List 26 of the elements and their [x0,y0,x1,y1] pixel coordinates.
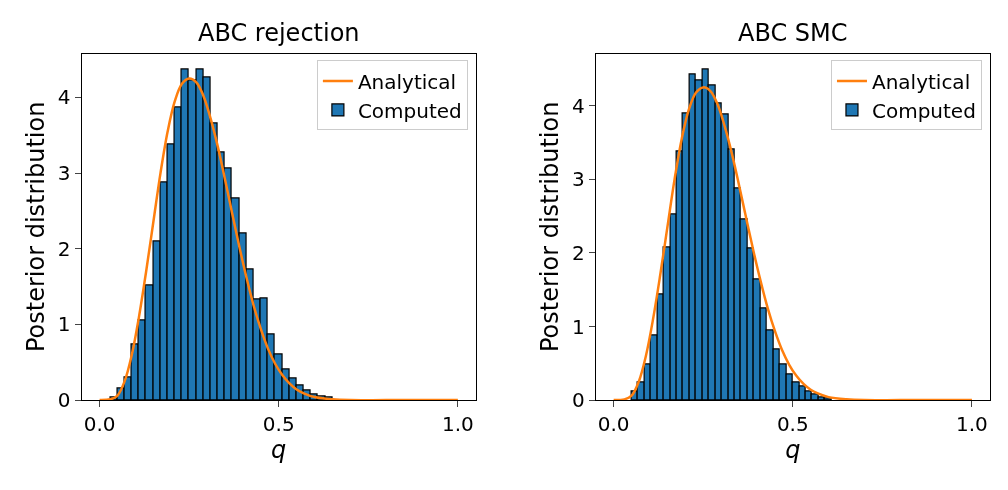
x-tick-label: 1.0 [441,412,474,437]
y-tick-label: 4 [571,93,585,118]
y-tick-label: 2 [57,236,71,261]
chart-title: ABC SMC [738,19,848,47]
legend-label: Analytical [357,69,457,94]
y-tick-label: 1 [571,314,585,339]
y-tick-label: 0 [571,388,585,413]
x-tick-label: 0.0 [597,412,630,437]
x-tick-label: 0.5 [262,412,295,437]
legend-label: Analytical [871,69,971,94]
y-tick-label: 2 [571,240,585,265]
y-tick-label: 3 [571,167,585,192]
y-tick-label: 0 [57,388,71,413]
x-tick-label: 1.0 [956,412,988,437]
y-tick-label: 4 [57,85,71,110]
x-tick-label: 0.0 [83,412,116,437]
y-tick-label: 3 [57,161,71,186]
chart-title: ABC rejection [198,19,360,47]
x-tick-label: 0.5 [776,412,809,437]
legend-label: Computed [357,98,462,123]
x-axis-title: q [785,436,801,465]
y-tick-label: 1 [57,312,71,337]
y-axis-title: Posterior distribution [21,101,50,353]
y-axis-title: Posterior distribution [535,101,564,353]
x-axis-title: q [271,436,287,465]
legend-label: Computed [871,98,976,123]
